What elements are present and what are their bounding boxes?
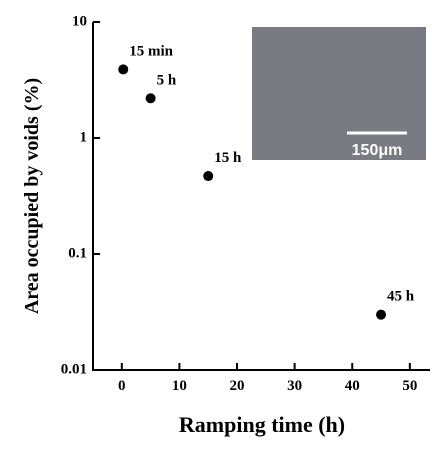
x-tick-label: 20 xyxy=(230,378,245,394)
x-tick-label: 30 xyxy=(287,378,302,394)
x-tick-label: 10 xyxy=(172,378,187,394)
inset-image xyxy=(252,27,426,160)
x-tick-label: 40 xyxy=(345,378,360,394)
x-tick-label: 0 xyxy=(118,378,126,394)
x-tick-label: 50 xyxy=(402,378,417,394)
x-axis-label: Ramping time (h) xyxy=(179,412,345,437)
scale-label: 150μm xyxy=(352,142,403,159)
y-tick-label: 0.01 xyxy=(61,361,87,377)
y-axis-label: Area occupied by voids (%) xyxy=(21,78,43,314)
point-label: 5 h xyxy=(157,72,177,88)
point xyxy=(145,93,156,104)
y-tick-label: 0.1 xyxy=(68,245,87,261)
point xyxy=(376,309,387,320)
y-tick-label: 1 xyxy=(80,129,88,145)
point-label: 45 h xyxy=(387,289,415,305)
point-label: 15 min xyxy=(129,43,173,59)
point-label: 15 h xyxy=(214,150,242,166)
y-tick-label: 10 xyxy=(72,13,87,29)
point xyxy=(203,171,214,182)
point xyxy=(118,64,129,75)
